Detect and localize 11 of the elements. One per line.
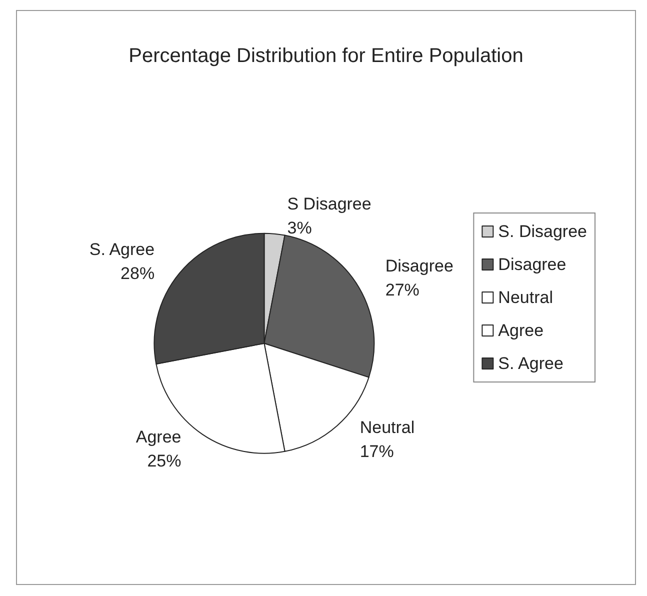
legend-label: Disagree — [498, 255, 566, 274]
data-label: Neutral 17% — [360, 418, 415, 461]
data-label: S Disagree 3% — [287, 194, 372, 238]
legend-label: Neutral — [498, 288, 553, 307]
data-label: Disagree 27% — [385, 256, 454, 300]
legend-label: Agree — [498, 321, 544, 340]
legend-label: S. Agree — [498, 354, 564, 373]
chart-title: Percentage Distribution for Entire Population — [128, 45, 524, 67]
data-label: S. Agree 28% — [89, 240, 155, 284]
legend-label: S. Disagree — [498, 222, 588, 241]
data-label: Agree 25% — [136, 428, 182, 471]
